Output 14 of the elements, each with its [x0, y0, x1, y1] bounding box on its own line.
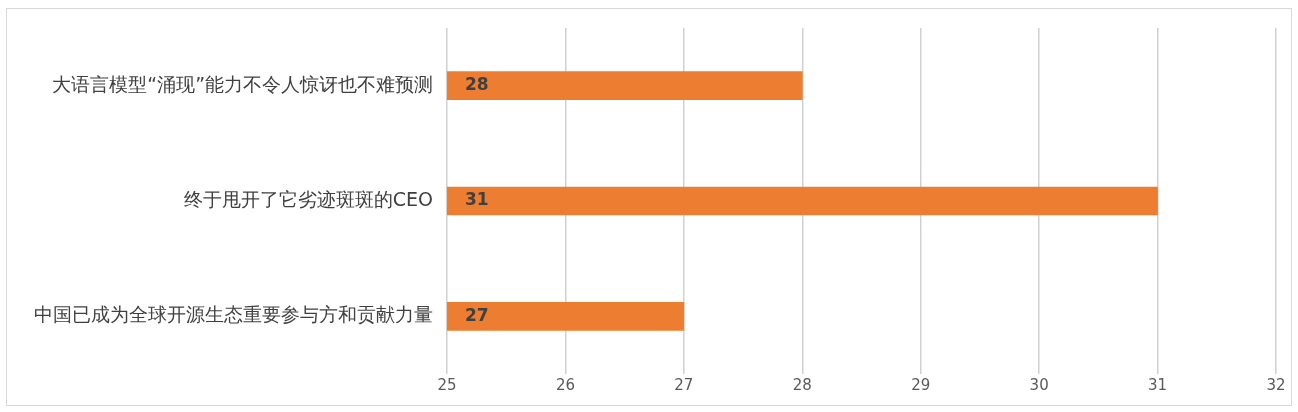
data-label: 28 [465, 74, 489, 95]
x-tick-label: 31 [1148, 375, 1168, 394]
x-tick-label: 30 [1029, 375, 1049, 394]
x-tick-label: 26 [555, 375, 575, 394]
x-tick-label: 29 [911, 375, 931, 394]
x-tick-label: 27 [674, 375, 694, 394]
data-label: 31 [465, 189, 489, 210]
x-tick-label: 28 [792, 375, 812, 394]
y-tick-label: 终于甩开了它劣迹斑斑的CEO [183, 187, 433, 210]
x-tick-label: 32 [1266, 375, 1286, 394]
y-tick-label: 中国已成为全球开源生态重要参与方和贡献力量 [34, 303, 433, 326]
x-tick-label: 25 [437, 375, 457, 394]
y-tick-label: 大语言模型“涌现”能力不令人惊讶也不难预测 [52, 72, 433, 95]
data-label: 27 [465, 304, 489, 325]
